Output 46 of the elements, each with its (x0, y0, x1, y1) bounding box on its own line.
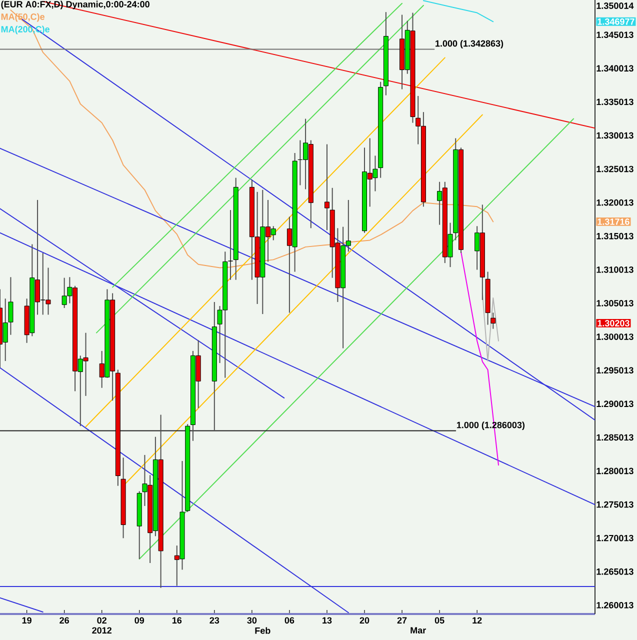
x-tick-label: 16 (172, 617, 182, 624)
y-tick-label: 1.31716 (598, 218, 630, 225)
x2-tick-label: 2012 (92, 627, 112, 634)
y-tick-label: 1.340013 (596, 65, 634, 72)
x-tick-label: 27 (397, 617, 407, 624)
candlestick (8, 276, 14, 336)
y-tick-label: 1.320013 (596, 199, 634, 206)
y-tick-label: 1.30203 (598, 320, 630, 326)
y-tick-label: 1.260013 (596, 602, 634, 608)
x-tick-label: 05 (434, 617, 444, 624)
y-tick-label: 1.315013 (596, 232, 634, 240)
y-tick-label: 1.265013 (596, 568, 634, 575)
y-tick-label: 1.310013 (596, 266, 634, 273)
y-tick-label: 1.285013 (596, 434, 634, 441)
y-tick-label: 1.275013 (596, 501, 634, 508)
chart-title: (EUR A0:FX,D) Dynamic,0:00-24:00 (1, 0, 150, 10)
line-series (422, 0, 494, 22)
x2-tick-label: Feb (255, 627, 270, 634)
y-tick-label: 1.280013 (596, 468, 634, 474)
x-tick-label: 09 (134, 617, 144, 624)
y-tick-label: 1.335013 (596, 98, 634, 106)
x-tick-label: 20 (360, 617, 370, 624)
y-tick-label: 1.295013 (596, 367, 634, 374)
y-tick-label: 1.325013 (596, 166, 634, 172)
x-tick-label: 12 (472, 617, 482, 624)
y-tick-label: 1.290013 (596, 400, 634, 408)
y-tick-label: 1.270013 (596, 534, 634, 542)
x-tick-label: 06 (284, 617, 294, 624)
candlestick (324, 144, 330, 231)
x-tick-label: 02 (97, 617, 106, 624)
x-tick-label: 23 (210, 617, 220, 624)
candlestick (228, 210, 233, 280)
x2-tick-label: Mar (410, 627, 426, 634)
annotation: 1.000 (1.342863) (436, 40, 504, 48)
y-tick-label: 1.300013 (596, 334, 634, 340)
x-tick-label: 26 (60, 617, 69, 624)
y-tick-label: 1.346977 (598, 18, 634, 25)
x-tick-label: 13 (322, 617, 332, 624)
candlestick (490, 312, 496, 330)
x-tick-label: 30 (247, 617, 257, 624)
y-tick-label: 1.305013 (596, 300, 634, 306)
x-tick-label: 19 (22, 617, 32, 624)
candlestick (2, 298, 8, 362)
y-tick-label: 1.330013 (596, 132, 634, 139)
y-tick-label: 1.350014 (596, 2, 634, 9)
y-tick-label: 1.345013 (596, 32, 634, 38)
